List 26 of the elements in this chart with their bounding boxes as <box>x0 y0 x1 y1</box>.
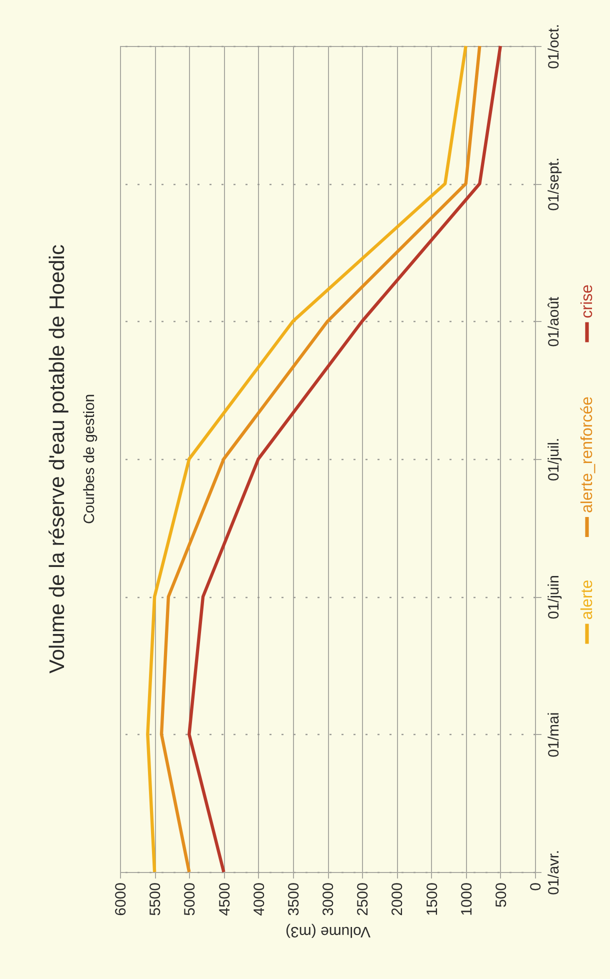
y-tick-label: 01/juil. <box>546 438 562 482</box>
x-tick-label: 6000 <box>112 882 130 916</box>
y-tick-label: 01/sept. <box>546 157 562 211</box>
x-tick-label: 3000 <box>320 882 337 916</box>
text: Courbes de gestion <box>81 394 98 524</box>
y-tick-label: 01/juin <box>546 575 562 620</box>
text: crise <box>579 284 596 318</box>
x-tick-label: 4500 <box>216 882 234 916</box>
y-tick-label: 01/avr. <box>546 850 562 896</box>
x-tick-label: 3500 <box>285 882 302 916</box>
x-tick-label: 5000 <box>182 882 199 916</box>
x-tick-label: 4000 <box>250 882 268 916</box>
y-tick-label: 01/mai <box>546 712 562 758</box>
text: alerte_renforcée <box>579 396 596 513</box>
x-tick-label: 5500 <box>147 882 164 916</box>
x-tick-label: 2500 <box>354 882 372 916</box>
x-tick-label: 0 <box>528 882 544 891</box>
y-tick-label: 01/oct. <box>546 24 562 70</box>
x-tick-label: 1500 <box>424 882 441 916</box>
x-tick-label: 1000 <box>458 882 476 916</box>
text: alerte <box>579 580 596 620</box>
x-axis-title: Volume (m3) <box>285 922 371 940</box>
x-tick-label: 500 <box>492 882 510 908</box>
x-tick-label: 2000 <box>389 882 406 916</box>
text: Volume de la réserve d'eau potable de Hoedic <box>46 244 69 674</box>
y-tick-label: 01/août <box>546 296 562 347</box>
